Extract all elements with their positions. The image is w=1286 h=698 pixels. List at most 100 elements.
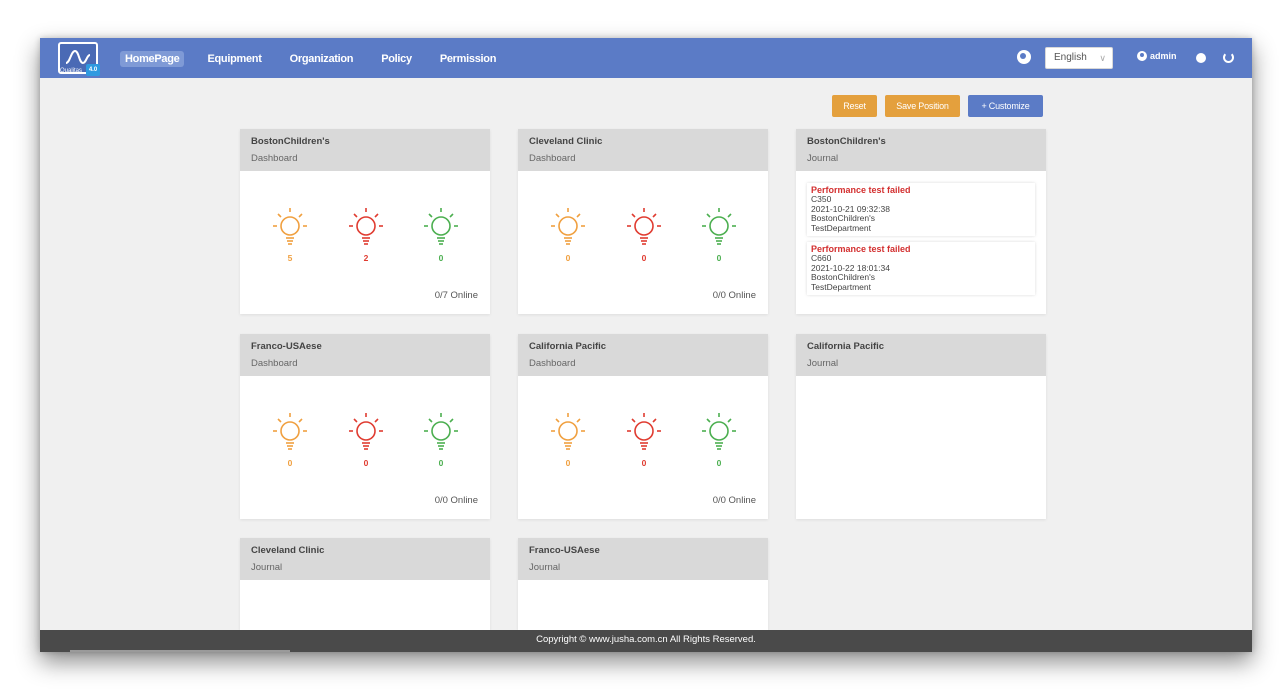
status-bulbs: 5 2 (262, 205, 468, 265)
status-bulbs: 0 0 (540, 410, 746, 470)
bulb-orange-icon (273, 413, 307, 450)
gear-icon[interactable] (1196, 53, 1206, 63)
copyright-text: Copyright © www.jusha.com.cn All Rights … (536, 634, 756, 645)
customize-button[interactable]: + Customize (968, 95, 1043, 117)
bulb-error[interactable]: 0 (624, 410, 664, 468)
card-header[interactable]: Franco-USAese Dashboard (240, 334, 490, 376)
card-title: Franco-USAese (529, 545, 600, 556)
bulb-error[interactable]: 0 (624, 205, 664, 263)
card-subtitle: Journal (251, 562, 283, 573)
bulb-count: 2 (363, 253, 369, 263)
nav-permission[interactable]: Permission (439, 53, 497, 65)
bulb-count: 0 (565, 253, 571, 263)
bulb-orange-icon (273, 208, 307, 245)
nav-equipment[interactable]: Equipment (207, 53, 262, 65)
top-navbar: 4.0 Qualitas HomePage Equipment Organiza… (40, 38, 1252, 78)
card-title: BostonChildren's (251, 136, 330, 147)
save-position-button[interactable]: Save Position (885, 95, 960, 117)
card-subtitle: Dashboard (251, 153, 298, 164)
bulb-error[interactable]: 2 (346, 205, 386, 263)
card-subtitle: Journal (529, 562, 561, 573)
card-header[interactable]: California Pacific Dashboard (518, 334, 768, 376)
app-logo[interactable]: 4.0 Qualitas (58, 42, 100, 76)
bulb-ok[interactable]: 0 (421, 410, 461, 468)
journal-entry-device: C350 (811, 194, 832, 205)
bulb-count: 0 (363, 458, 369, 468)
bulb-warning[interactable]: 0 (548, 205, 588, 263)
card-subtitle: Journal (807, 153, 839, 164)
bulb-green-icon (424, 413, 458, 450)
card-subtitle: Dashboard (251, 358, 298, 369)
journal-entry-title: Performance test failed (811, 185, 911, 195)
journal-card-california-pacific: California Pacific Journal (796, 334, 1046, 519)
bulb-red-icon (349, 413, 383, 450)
card-header[interactable]: California Pacific Journal (796, 334, 1046, 376)
main-nav: HomePage Equipment Organization Policy P… (120, 51, 519, 67)
card-title: Cleveland Clinic (251, 545, 325, 556)
bulb-orange-icon (551, 413, 585, 450)
card-header[interactable]: Franco-USAese Journal (518, 538, 768, 580)
language-select[interactable]: English ∨ (1045, 47, 1113, 69)
journal-entry-org: BostonChildren's (811, 213, 875, 224)
nav-organization[interactable]: Organization (289, 53, 354, 65)
bulb-red-icon (627, 413, 661, 450)
journal-card-cleveland-clinic: Cleveland Clinic Journal (240, 538, 490, 630)
online-status: 0/0 Online (712, 290, 756, 301)
bulb-ok[interactable]: 0 (421, 205, 461, 263)
card-title: California Pacific (807, 341, 885, 352)
card-header[interactable]: Cleveland Clinic Dashboard (518, 129, 768, 171)
bulb-green-icon (702, 413, 736, 450)
card-title: California Pacific (529, 341, 607, 352)
nav-policy[interactable]: Policy (381, 53, 412, 65)
journal-entry-title: Performance test failed (811, 244, 911, 255)
card-title: Franco-USAese (251, 341, 322, 352)
horizontal-scrollbar[interactable] (70, 650, 290, 652)
status-bulbs: 0 0 (262, 410, 468, 470)
reset-button[interactable]: Reset (832, 95, 877, 117)
journal-entry-dept: TestDepartment (811, 222, 871, 233)
nav-homepage[interactable]: HomePage (120, 51, 185, 67)
language-value: English (1054, 52, 1087, 63)
dashboard-card-franco-usaese: Franco-USAese Dashboard 0 (240, 334, 490, 519)
user-name: admin (1150, 51, 1177, 61)
bulb-count: 5 (287, 253, 293, 263)
app-window: 4.0 Qualitas HomePage Equipment Organiza… (40, 38, 1252, 652)
bulb-error[interactable]: 0 (346, 410, 386, 468)
status-bulbs: 0 0 (540, 205, 746, 265)
chevron-down-icon: ∨ (1099, 53, 1106, 63)
online-status: 0/0 Online (712, 495, 756, 506)
bulb-warning[interactable]: 0 (270, 410, 310, 468)
bulb-red-icon (349, 208, 383, 245)
dashboard-card-california-pacific: California Pacific Dashboard 0 (518, 334, 768, 519)
card-title: BostonChildren's (807, 136, 886, 147)
card-header[interactable]: BostonChildren's Journal (796, 129, 1046, 171)
bulb-count: 0 (716, 458, 722, 468)
journal-entry-dept: TestDepartment (811, 281, 871, 292)
card-subtitle: Journal (807, 358, 839, 369)
bulb-warning[interactable]: 5 (270, 205, 310, 263)
card-header[interactable]: BostonChildren's Dashboard (240, 129, 490, 171)
power-icon[interactable] (1223, 52, 1234, 63)
footer: Copyright © www.jusha.com.cn All Rights … (40, 630, 1252, 652)
journal-entry-device: C660 (811, 253, 832, 264)
globe-icon[interactable] (1017, 50, 1031, 64)
card-title: Cleveland Clinic (529, 136, 603, 147)
bulb-ok[interactable]: 0 (699, 410, 739, 468)
online-status: 0/0 Online (434, 495, 478, 506)
bulb-count: 0 (716, 253, 722, 263)
journal-entry-time: 2021-10-22 18:01:34 (811, 262, 890, 273)
bulb-green-icon (702, 208, 736, 245)
bulb-ok[interactable]: 0 (699, 205, 739, 263)
journal-card-bostonchildrens: BostonChildren's Journal Performance tes… (796, 129, 1046, 314)
journal-entry[interactable]: Performance test failed C350 2021-10-21 … (807, 183, 1035, 237)
user-menu[interactable]: admin (1137, 51, 1177, 61)
online-status: 0/7 Online (434, 290, 478, 301)
bulb-warning[interactable]: 0 (548, 410, 588, 468)
dashboard-card-cleveland-clinic: Cleveland Clinic Dashboard 0 (518, 129, 768, 314)
user-icon (1137, 51, 1147, 61)
journal-entry[interactable]: Performance test failed C660 2021-10-22 … (807, 242, 1035, 296)
waveform-icon (65, 49, 91, 65)
bulb-green-icon (424, 208, 458, 245)
card-header[interactable]: Cleveland Clinic Journal (240, 538, 490, 580)
bulb-count: 0 (287, 458, 293, 468)
